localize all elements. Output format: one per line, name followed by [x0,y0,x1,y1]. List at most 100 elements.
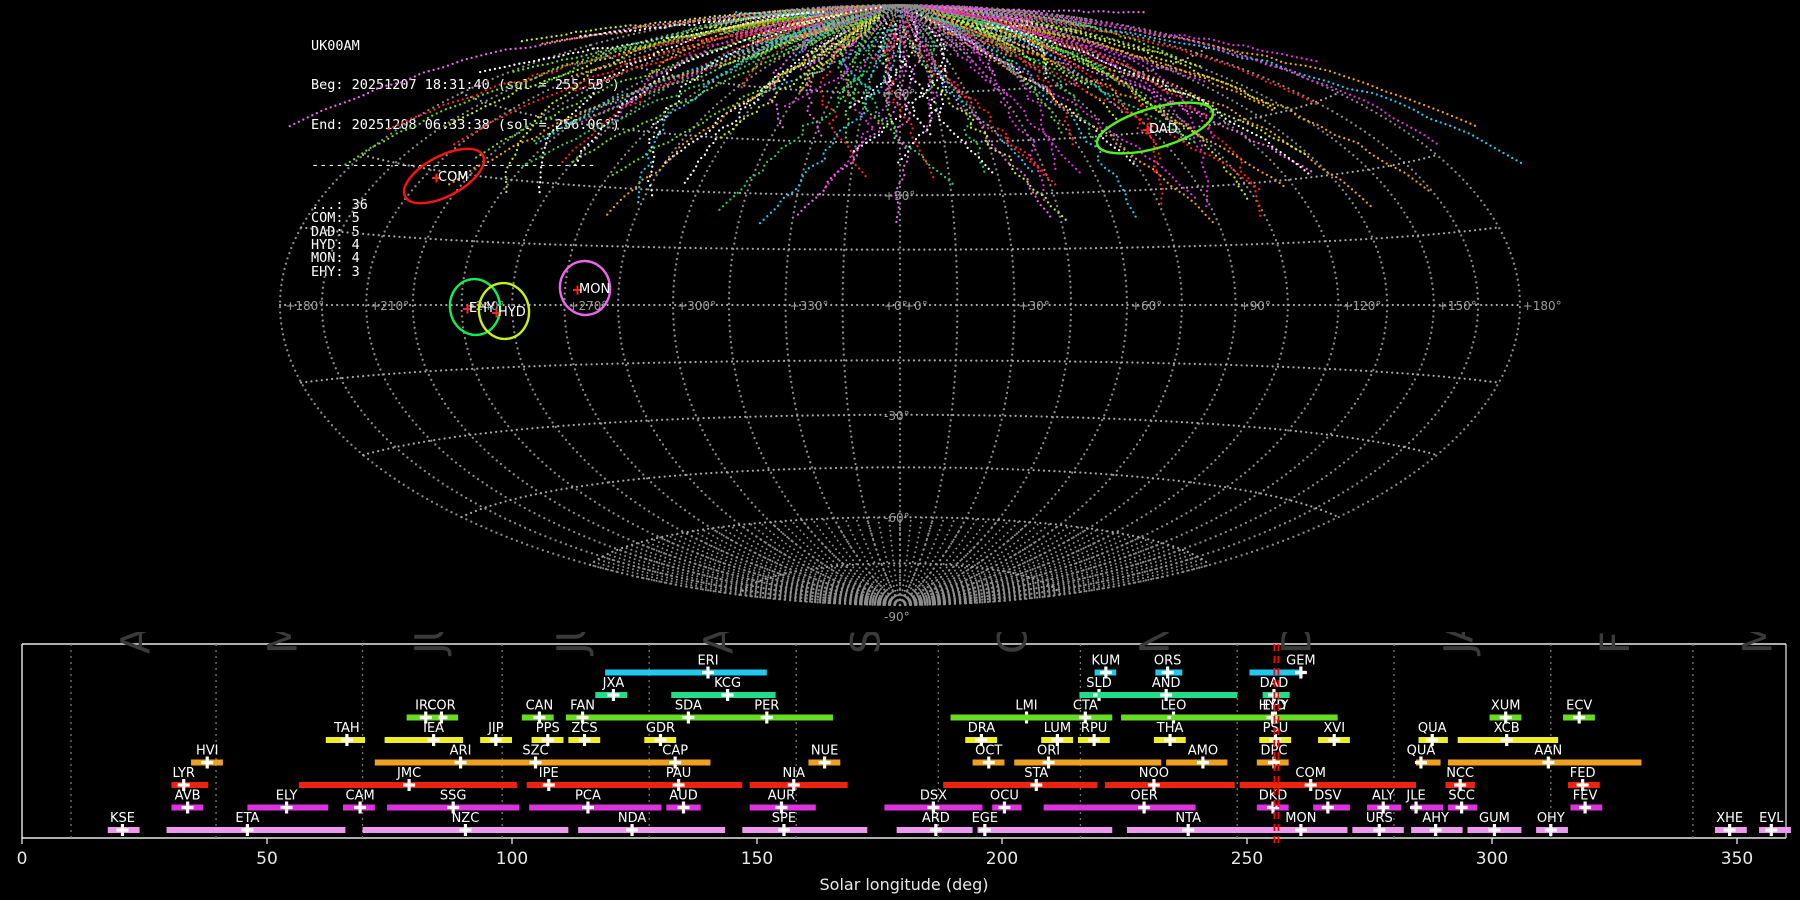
bar-label: XUM [1491,699,1521,714]
peak-marker [354,801,367,814]
bar-label: MON [1285,811,1316,826]
bar-label: IPE [539,766,559,781]
peak-marker [1544,824,1557,836]
bar-label: SSG [440,789,467,804]
peak-marker [241,824,254,836]
bar-label: CTA [1073,699,1098,714]
peak-marker [1294,824,1307,836]
sky-lon-label: +120° [1342,299,1381,313]
sky-lat-label: -60° [884,511,910,525]
peak-marker [929,824,942,836]
bar-label: ORS [1154,654,1182,669]
activity-bar[interactable] [1239,782,1417,788]
activity-bar[interactable] [1126,827,1274,833]
bar-label: AUD [669,789,697,804]
activity-bar[interactable] [742,827,868,833]
radiant-ellipse-mon[interactable] [556,258,613,318]
bar-label: FEV [1573,789,1598,804]
peak-marker [1266,801,1279,814]
peak-marker [777,824,790,836]
bar-label: ELY [276,789,298,804]
activity-bar[interactable] [1166,759,1228,766]
month-label: JUL [550,632,596,657]
activity-bar[interactable] [715,714,833,721]
radiant-ellipse-hyd[interactable] [475,280,532,342]
activity-bar[interactable] [529,804,662,811]
bar-label: PCA [575,789,601,804]
activity-bar[interactable] [1079,692,1107,698]
sky-lon-label: +60° [1131,299,1162,313]
peak-marker [682,711,695,724]
bar-label: CAP [662,744,688,759]
activity-bar[interactable] [943,782,1098,788]
bar-label: PPS [536,721,560,736]
peak-marker [181,801,194,814]
activity-bar[interactable] [1104,782,1235,788]
bar-label: XHE [1716,811,1743,826]
activity-bar[interactable] [950,714,1113,721]
peak-marker [201,756,214,769]
station-id: UK00AM [311,37,360,54]
activity-bar[interactable] [636,782,743,788]
peak-marker [1377,801,1390,814]
activity-bar[interactable] [166,827,346,833]
radiant-ellipse-dad[interactable] [1092,92,1218,164]
activity-bar[interactable] [575,714,769,721]
bar-label: COR [427,699,455,714]
bar-label: JMC [396,766,421,781]
peak-marker [116,824,129,836]
x-tick-label: 100 [496,849,528,869]
activity-bar[interactable] [1416,759,1441,766]
sky-lat-label: -90° [884,610,910,624]
bar-label: AUR [768,789,795,804]
radiant-marker-hyd [492,308,501,318]
bar-label: NOO [1139,766,1169,781]
peak-marker [1196,756,1209,769]
radiant-ellipse-com[interactable] [396,138,492,215]
radiant-marker-mon [573,285,582,295]
radiant-ellipse-ehy[interactable] [446,276,503,338]
x-axis-title: Solar longitude (deg) [820,875,989,894]
bar-label: SLD [1086,676,1112,691]
month-label: JAN [1436,632,1482,657]
peak-marker [775,801,788,814]
info-divider: ----------------------------------- [311,157,596,174]
peak-marker [419,711,432,724]
peak-marker [542,779,555,791]
activity-bar[interactable] [1411,804,1443,811]
bar-label: EVL [1759,811,1784,826]
peak-marker [1079,711,1092,724]
bar-label: SDA [675,699,702,714]
activity-bar[interactable] [575,759,711,766]
sky-lon-label: +210° [370,299,409,313]
peak-marker [1499,711,1512,724]
shower-count-row: EHY: 3 [311,263,360,280]
x-tick-label: 50 [256,849,278,869]
sky-lat-label: -30° [884,409,910,423]
x-tick-label: 250 [1231,849,1263,869]
x-tick-label: 0 [17,849,28,869]
bar-label: AND [1152,676,1181,691]
peak-marker [1429,824,1442,836]
activity-bar[interactable] [605,669,767,676]
peak-marker [607,689,620,701]
radiant-label-dad: DAD [1149,122,1178,137]
activity-bar[interactable] [384,737,463,743]
peak-marker [1030,779,1043,791]
sky-lon-label: +150° [1438,299,1477,313]
activity-bar[interactable] [1014,759,1162,766]
x-tick-label: 300 [1476,849,1508,869]
radiant-label-ehy: EHY [469,301,495,316]
activity-bar[interactable] [578,827,726,833]
activity-bar[interactable] [977,827,1113,833]
peak-marker [1455,801,1468,814]
bar-label: HYD [1259,699,1287,714]
activity-bar[interactable] [374,759,584,766]
activity-bar[interactable] [171,782,209,788]
activity-bar[interactable] [526,782,667,788]
bar-label: EGE [972,811,999,826]
activity-bar[interactable] [1171,714,1338,721]
peak-marker [581,801,594,814]
bar-label: OER [1130,789,1157,804]
activity-bar[interactable] [1043,804,1196,811]
